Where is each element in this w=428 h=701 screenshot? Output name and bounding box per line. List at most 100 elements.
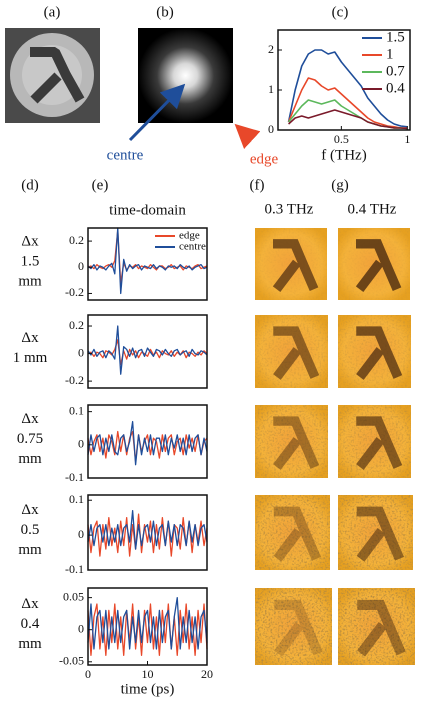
arrow <box>234 123 261 150</box>
image-tile <box>255 495 330 570</box>
line-series <box>288 109 408 130</box>
y-tick-label: 0.1 <box>69 403 84 417</box>
row-label: 0.4 <box>21 616 40 632</box>
line-series <box>87 325 208 375</box>
y-tick-label: 0 <box>268 122 274 136</box>
x-axis-label: time (ps) <box>121 681 175 697</box>
x-tick-label: 20 <box>201 667 213 681</box>
row-label: Δx <box>21 330 39 346</box>
image-tile <box>338 588 415 665</box>
column-title: 0.4 THz <box>348 201 397 217</box>
image-glyph <box>355 239 402 293</box>
image-noise <box>255 588 332 665</box>
image-b <box>138 28 233 123</box>
image-glyph <box>272 239 319 293</box>
y-tick-label: 0 <box>78 621 84 635</box>
y-tick-label: -0.2 <box>65 285 84 299</box>
panel-label: (f) <box>250 177 265 193</box>
image-glyph <box>356 506 404 562</box>
image-glyph <box>273 506 321 562</box>
x-tick-label: 0.5 <box>334 132 349 146</box>
y-tick-label: -0.1 <box>65 562 84 576</box>
image-tile <box>338 495 413 570</box>
panel-label: (b) <box>156 4 174 20</box>
y-tick-label: -0.2 <box>65 373 84 387</box>
panel-label: (d) <box>21 177 39 193</box>
line-series <box>87 339 208 366</box>
image-glyph <box>273 416 320 470</box>
image-noise <box>255 495 330 570</box>
y-tick-label: 0 <box>78 437 84 451</box>
x-tick-label: 0 <box>85 667 91 681</box>
image-noise <box>255 405 328 478</box>
line-series <box>87 603 208 657</box>
image-glyph <box>357 599 406 657</box>
image-a <box>5 28 100 123</box>
row-label: mm <box>18 451 42 467</box>
image-glyph <box>273 326 320 380</box>
legend-label: 1.5 <box>386 29 405 45</box>
image-glyph <box>356 416 403 470</box>
line-series <box>87 229 208 284</box>
image-noise <box>338 588 415 665</box>
image-tile <box>338 315 411 388</box>
image-tile <box>255 228 327 300</box>
y-tick-label: 0 <box>78 259 84 273</box>
annotation: centre <box>107 147 144 163</box>
line-series <box>87 227 208 295</box>
legend-label: 0.4 <box>386 80 405 96</box>
y-tick-label: 2 <box>268 42 274 56</box>
x-tick-label: 10 <box>142 667 154 681</box>
legend-label: 0.7 <box>386 63 405 79</box>
plot-frame <box>87 314 208 389</box>
line-series <box>87 510 208 550</box>
arrow <box>128 83 186 142</box>
row-label: 0.5 <box>21 522 40 538</box>
y-tick-label: 0 <box>78 527 84 541</box>
panel-label: (g) <box>331 177 349 193</box>
image-glyph <box>356 326 403 380</box>
y-tick-label: -0.05 <box>59 654 84 668</box>
row-label: Δx <box>21 233 39 249</box>
row-label: 1.5 <box>21 253 40 269</box>
image-grid <box>255 228 415 665</box>
line-series <box>87 513 208 557</box>
plot-frame <box>87 227 208 301</box>
y-tick-label: -0.1 <box>65 470 84 484</box>
row-label: 1 mm <box>13 350 48 366</box>
row-label: mm <box>18 273 42 289</box>
x-tick-label: 1 <box>404 132 410 146</box>
line-series <box>87 420 208 466</box>
column-title: 0.3 THz <box>265 201 314 217</box>
y-tick-label: 0.2 <box>69 233 84 247</box>
plot-frame <box>277 29 411 131</box>
legend-label: 1 <box>386 46 394 62</box>
panel-label: (a) <box>44 4 61 20</box>
legend-label: centre <box>179 241 206 253</box>
annotation: edge <box>250 151 279 167</box>
x-axis-label: f (THz) <box>321 147 366 163</box>
image-tile <box>338 228 410 300</box>
panel-label: (e) <box>92 177 109 193</box>
legend-label: edge <box>179 230 200 242</box>
row-label: Δx <box>21 596 39 612</box>
row-label: mm <box>18 636 42 652</box>
row-label: 0.75 <box>17 431 43 447</box>
y-tick-label: 1 <box>268 82 274 96</box>
image-glyph <box>274 599 323 657</box>
row-label: mm <box>18 542 42 558</box>
image-tile <box>255 405 328 478</box>
y-tick-label: 0 <box>78 345 84 359</box>
image-tile <box>255 315 328 388</box>
line-series <box>87 430 208 463</box>
chart-title: time-domain <box>109 202 186 218</box>
image-tile <box>255 588 332 665</box>
y-tick-label: 0.05 <box>63 589 84 603</box>
plot-frame <box>87 404 208 479</box>
plot-frame <box>87 494 208 571</box>
panel-label: (c) <box>332 4 349 20</box>
line-series <box>87 596 208 650</box>
row-label: Δx <box>21 502 39 518</box>
